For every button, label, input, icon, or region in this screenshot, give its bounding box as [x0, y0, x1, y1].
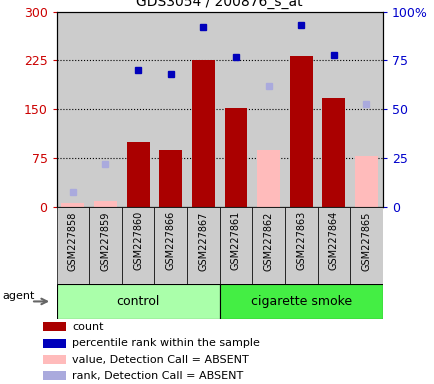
Text: control: control: [116, 295, 159, 308]
Bar: [61, 204, 84, 207]
Bar: [126, 142, 149, 207]
Bar: [349, 207, 382, 284]
Bar: [43, 371, 66, 381]
Text: GSM227860: GSM227860: [133, 211, 143, 270]
Bar: [284, 207, 317, 284]
Bar: [43, 339, 66, 348]
Bar: [284, 12, 317, 207]
Bar: [89, 207, 122, 284]
Text: rank, Detection Call = ABSENT: rank, Detection Call = ABSENT: [72, 371, 243, 381]
Bar: [43, 355, 66, 364]
Bar: [191, 60, 214, 207]
Bar: [43, 322, 66, 331]
Text: count: count: [72, 322, 103, 332]
Bar: [94, 201, 117, 207]
Bar: [349, 12, 382, 207]
Text: agent: agent: [3, 291, 35, 301]
Bar: [56, 207, 89, 284]
Bar: [289, 56, 312, 207]
Bar: [252, 207, 284, 284]
Bar: [317, 12, 349, 207]
Bar: [354, 156, 377, 207]
Bar: [122, 207, 154, 284]
Bar: [154, 12, 187, 207]
Bar: [256, 150, 279, 207]
Text: GSM227858: GSM227858: [68, 211, 78, 271]
Bar: [252, 12, 284, 207]
Bar: [56, 12, 89, 207]
Text: GSM227865: GSM227865: [361, 211, 371, 271]
Text: percentile rank within the sample: percentile rank within the sample: [72, 338, 259, 348]
Bar: [219, 284, 382, 319]
Bar: [224, 108, 247, 207]
Text: GSM227861: GSM227861: [230, 211, 240, 270]
Bar: [187, 12, 219, 207]
Title: GDS3054 / 200876_s_at: GDS3054 / 200876_s_at: [136, 0, 302, 9]
Bar: [154, 207, 187, 284]
Bar: [219, 207, 252, 284]
Bar: [89, 12, 122, 207]
Text: cigarette smoke: cigarette smoke: [250, 295, 351, 308]
Text: GSM227867: GSM227867: [198, 211, 208, 271]
Bar: [56, 284, 219, 319]
Bar: [159, 150, 182, 207]
Text: GSM227863: GSM227863: [296, 211, 306, 270]
Text: GSM227864: GSM227864: [328, 211, 338, 270]
Bar: [187, 207, 219, 284]
Text: GSM227859: GSM227859: [100, 211, 110, 271]
Text: GSM227866: GSM227866: [165, 211, 175, 270]
Bar: [317, 207, 349, 284]
Text: GSM227862: GSM227862: [263, 211, 273, 271]
Bar: [122, 12, 154, 207]
Text: value, Detection Call = ABSENT: value, Detection Call = ABSENT: [72, 354, 248, 364]
Bar: [219, 12, 252, 207]
Bar: [322, 98, 345, 207]
